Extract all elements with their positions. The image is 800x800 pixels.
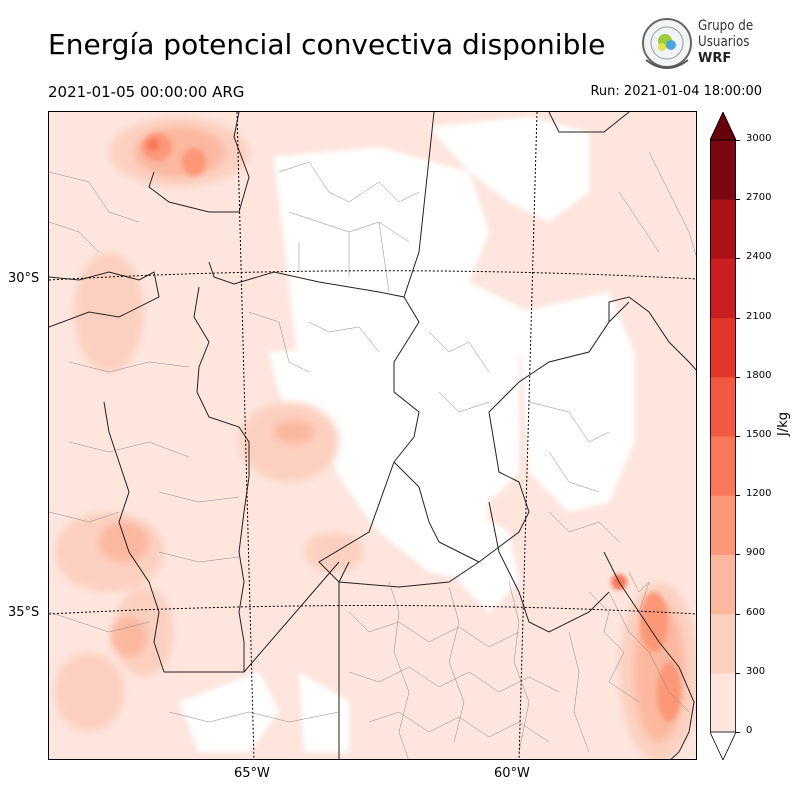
map-title: Energía potencial convectiva disponible bbox=[48, 28, 606, 61]
colorbar-tick-mark bbox=[736, 495, 740, 497]
map-canvas bbox=[49, 112, 696, 759]
colorbar-tick-mark bbox=[736, 199, 740, 201]
colorbar-frame bbox=[710, 139, 737, 733]
colorbar-tick-mark bbox=[736, 672, 740, 674]
lon-label-65w: 65°W bbox=[234, 766, 270, 781]
logo-line-1: Grupo de bbox=[698, 18, 754, 34]
run-time: Run: 2021-01-04 18:00:00 bbox=[590, 84, 762, 99]
colorbar-band-2 bbox=[710, 554, 736, 615]
colorbar-band-5 bbox=[710, 376, 736, 437]
colorbar-tick-mark bbox=[736, 613, 740, 615]
colorbar-tick-label: 0 bbox=[746, 725, 753, 736]
colorbar-tick-mark bbox=[736, 376, 740, 378]
logo-line-2: Usuarios bbox=[698, 34, 750, 50]
colorbar-under-extend bbox=[709, 731, 737, 761]
colorbar-tick-label: 600 bbox=[746, 606, 766, 618]
colorbar-band-1 bbox=[710, 613, 736, 674]
wrf-users-logo: Grupo de Usuarios WRF bbox=[638, 16, 768, 76]
colorbar-tick-mark bbox=[736, 317, 740, 319]
no-cape-areas bbox=[179, 117, 634, 752]
wrf-globe-icon bbox=[642, 18, 692, 69]
department-borders bbox=[49, 151, 696, 759]
colorbar-band-4 bbox=[710, 436, 736, 496]
graticule bbox=[49, 112, 696, 759]
colorbar-tick-label: 2100 bbox=[746, 310, 772, 322]
colorbar-band-9 bbox=[710, 140, 736, 200]
colorbar-band-0 bbox=[710, 672, 736, 733]
colorbar-tick-label: 2700 bbox=[746, 192, 772, 204]
colorbar-unit: J/kg bbox=[776, 412, 791, 436]
colorbar-tick-mark bbox=[736, 732, 740, 733]
colorbar-band-6 bbox=[710, 317, 736, 378]
province-borders bbox=[49, 112, 696, 759]
coastline bbox=[603, 551, 695, 759]
lat-label-30s: 30°S bbox=[8, 271, 40, 286]
colorbar-tick-label: 300 bbox=[746, 665, 766, 677]
colorbar bbox=[709, 111, 737, 761]
colorbar-tick-label: 1200 bbox=[746, 488, 772, 500]
colorbar-tick-mark bbox=[736, 140, 740, 141]
colorbar-tick-mark bbox=[736, 258, 740, 260]
cape-map bbox=[48, 111, 697, 760]
colorbar-tick-label: 3000 bbox=[746, 133, 772, 144]
colorbar-band-3 bbox=[710, 495, 736, 555]
lat-label-35s: 35°S bbox=[8, 605, 40, 620]
colorbar-band-8 bbox=[710, 199, 736, 259]
lon-label-60w: 60°W bbox=[494, 766, 530, 781]
colorbar-tick-mark bbox=[736, 436, 740, 437]
logo-line-3: WRF bbox=[698, 51, 732, 66]
colorbar-tick-mark bbox=[736, 554, 740, 556]
colorbar-svg bbox=[709, 111, 737, 761]
colorbar-tick-label: 1800 bbox=[746, 369, 772, 381]
valid-time: 2021-01-05 00:00:00 ARG bbox=[48, 83, 245, 101]
colorbar-tick-label: 2400 bbox=[746, 251, 772, 263]
colorbar-over-extend bbox=[709, 111, 737, 141]
colorbar-tick-label: 900 bbox=[746, 547, 766, 559]
colorbar-band-7 bbox=[710, 258, 736, 319]
colorbar-tick-label: 1500 bbox=[746, 429, 772, 440]
